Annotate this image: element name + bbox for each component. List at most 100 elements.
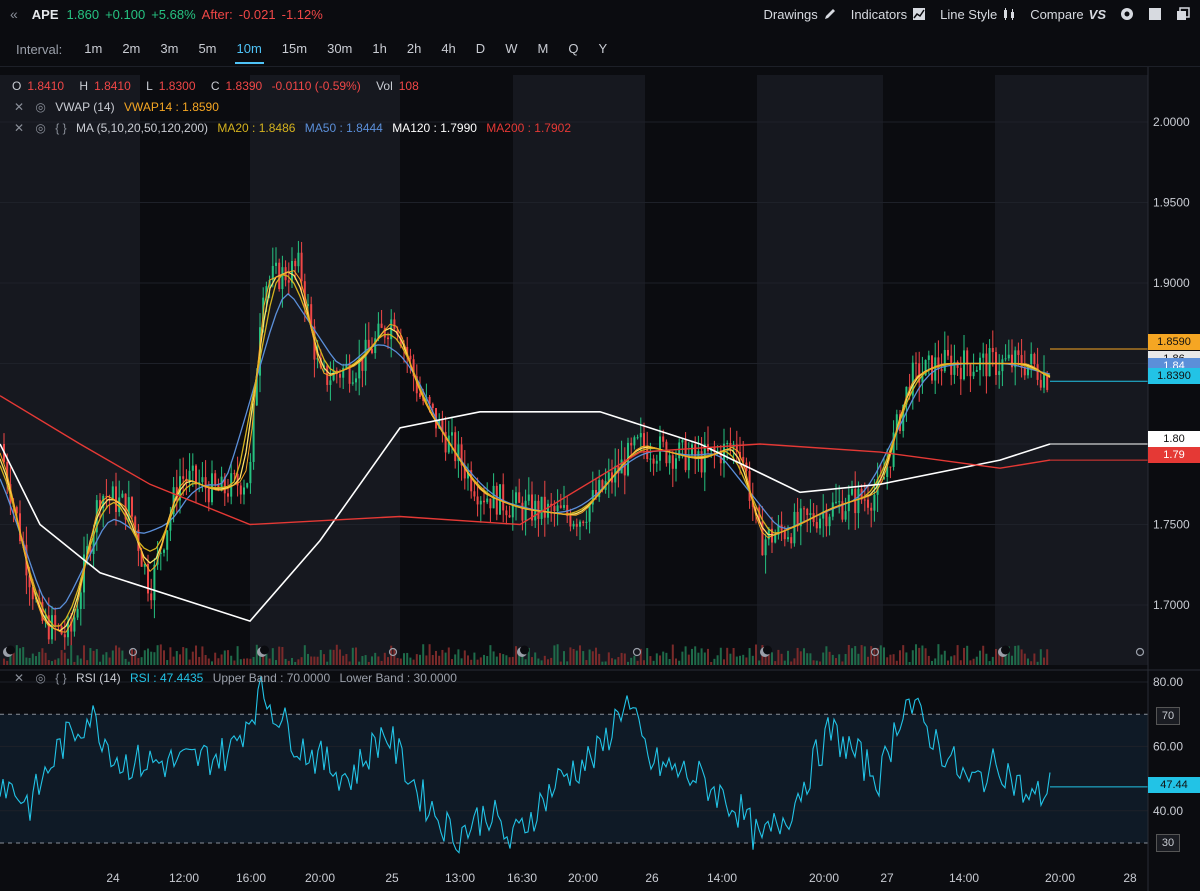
braces-icon[interactable]: { } — [55, 671, 67, 685]
candle-body — [975, 370, 978, 372]
indicators-button[interactable]: Indicators — [851, 7, 926, 22]
eye-icon[interactable]: ◎ — [35, 121, 46, 135]
candle-body — [579, 521, 581, 527]
ma50-line — [0, 293, 1051, 610]
interval-bar: Interval: 1m 2m 3m 5m 10m 15m 30m 1h 2h … — [0, 36, 1200, 64]
volume-bar — [230, 655, 233, 665]
volume-bar — [380, 660, 383, 665]
volume-bar — [665, 652, 668, 665]
candle-body — [687, 454, 690, 471]
close-icon[interactable]: ✕ — [14, 671, 25, 685]
volume-bar — [908, 661, 911, 665]
candle-body — [319, 357, 322, 368]
interval-1m[interactable]: 1m — [84, 41, 103, 56]
candle-body — [454, 432, 457, 462]
ma120-line — [0, 410, 1051, 623]
interval-5m[interactable]: 5m — [198, 41, 217, 56]
change-value: -0.0110 (-0.59%) — [271, 79, 361, 93]
volume-bar — [575, 650, 578, 665]
window-icon[interactable] — [1148, 7, 1162, 21]
candle-body — [972, 371, 975, 377]
volume-bar — [367, 661, 370, 665]
interval-2h[interactable]: 2h — [406, 41, 422, 56]
interval-y[interactable]: Y — [598, 41, 608, 56]
volume-bar — [812, 660, 815, 665]
candle-body — [134, 516, 137, 530]
close-icon[interactable]: ✕ — [14, 121, 25, 135]
price-tick: 1.9000 — [1153, 276, 1190, 290]
volume-bar — [1039, 649, 1042, 665]
volume-bar — [659, 655, 661, 665]
drawings-button[interactable]: Drawings — [764, 7, 837, 22]
candle-body — [287, 280, 290, 283]
interval-m[interactable]: M — [537, 41, 549, 56]
volume-bar — [729, 653, 732, 665]
volume-bar — [822, 652, 825, 665]
candle-body — [348, 363, 351, 384]
volume-bar — [511, 656, 514, 665]
candle-body — [790, 537, 793, 544]
volume-bar — [175, 651, 178, 665]
candle-body — [342, 368, 345, 378]
volume-bar — [83, 645, 85, 665]
volume-bar — [803, 648, 805, 665]
interval-10m[interactable]: 10m — [227, 36, 272, 64]
candle-body — [521, 502, 524, 521]
interval-3m[interactable]: 3m — [160, 41, 179, 56]
volume-bar — [979, 650, 981, 665]
candle-body — [70, 621, 73, 632]
price-tick: 1.7000 — [1153, 598, 1190, 612]
volume-bar — [684, 646, 687, 665]
time-tick: 14:00 — [707, 871, 737, 885]
compare-button[interactable]: Compare VS — [1030, 7, 1106, 22]
interval-2m[interactable]: 2m — [122, 41, 141, 56]
volume-bar — [1020, 649, 1023, 665]
volume-bar — [579, 645, 581, 665]
volume-bar — [1011, 655, 1013, 665]
volume-bar — [671, 644, 674, 665]
interval-d[interactable]: D — [475, 41, 486, 56]
candle-body — [652, 458, 655, 464]
vwap-line — [0, 270, 1051, 633]
candle-body — [1039, 379, 1042, 388]
volume-bar — [131, 648, 133, 665]
collapse-icon[interactable]: « — [10, 6, 18, 22]
close-icon[interactable]: ✕ — [14, 100, 25, 114]
gear-icon[interactable] — [1120, 7, 1134, 21]
candle-body — [867, 499, 869, 508]
sun-icon — [128, 647, 138, 657]
rsi-upper-band: Upper Band : 70.0000 — [212, 671, 331, 685]
popout-icon[interactable] — [1176, 7, 1190, 21]
line-style-button[interactable]: Line Style — [940, 7, 1016, 22]
eye-icon[interactable]: ◎ — [35, 671, 46, 685]
candle-body — [694, 444, 697, 459]
candle-body — [851, 489, 853, 495]
rsi-tick: 60.00 — [1153, 739, 1183, 753]
volume-bar — [774, 661, 777, 665]
eye-icon[interactable]: ◎ — [35, 100, 46, 114]
braces-icon[interactable]: { } — [55, 121, 67, 135]
volume-bar — [854, 646, 857, 665]
interval-q[interactable]: Q — [568, 41, 579, 56]
interval-w[interactable]: W — [505, 41, 518, 56]
volume-bar — [915, 644, 917, 665]
candle-body — [399, 335, 402, 347]
volume-bar — [252, 656, 255, 665]
volume-bar — [847, 644, 850, 665]
interval-1h[interactable]: 1h — [372, 41, 387, 56]
candle-body — [345, 363, 348, 369]
chart-area[interactable]: 2.00001.95001.90001.85001.80001.75001.70… — [0, 67, 1200, 891]
candle-body — [982, 353, 985, 358]
ma50-value: MA50 : 1.8444 — [304, 121, 383, 135]
session-band — [757, 75, 883, 665]
candle-body — [460, 444, 463, 466]
volume-bar — [185, 648, 188, 665]
volume-bar — [25, 657, 28, 665]
candle-body — [339, 374, 341, 378]
volume-bar — [742, 654, 745, 665]
interval-4h[interactable]: 4h — [441, 41, 456, 56]
symbol[interactable]: APE — [31, 6, 59, 22]
volume-bar — [287, 660, 290, 665]
interval-15m[interactable]: 15m — [281, 41, 308, 56]
interval-30m[interactable]: 30m — [327, 41, 353, 56]
